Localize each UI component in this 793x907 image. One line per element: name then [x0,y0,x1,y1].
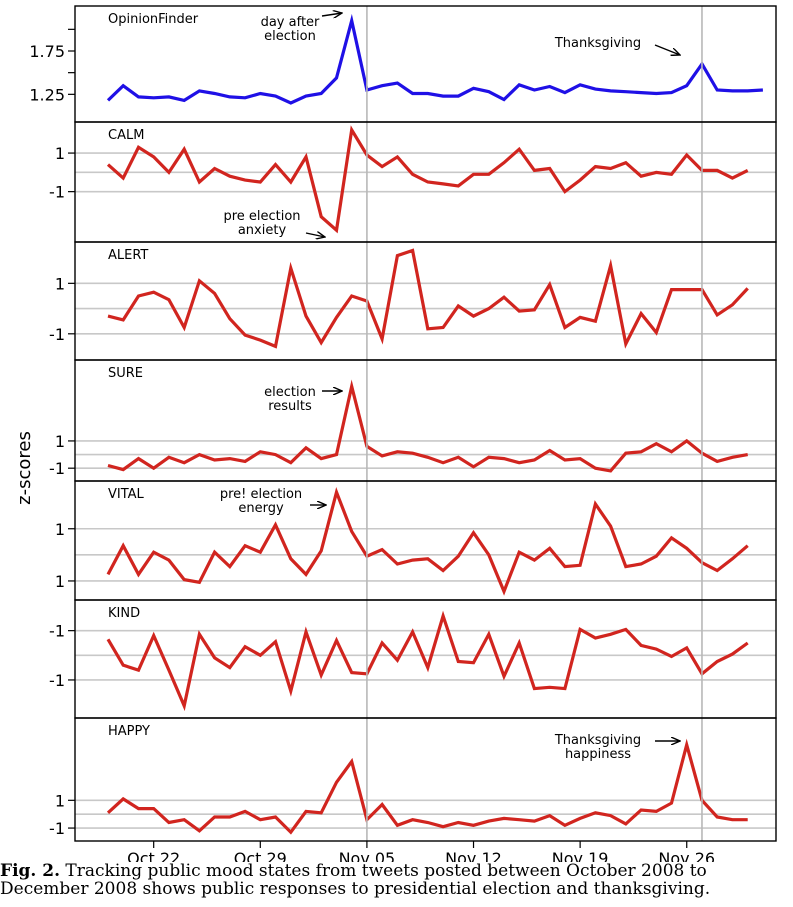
y-tick-label: -1 [49,671,65,690]
y-tick-label: -1 [49,325,65,344]
y-tick-label: 1 [55,520,65,539]
panel-alert: 1 -1 ALERT [49,248,776,349]
x-tick-label: Nov 19 [552,849,609,862]
panel-title-calm: CALM [108,128,144,143]
panel-title-sure: SURE [108,366,143,381]
annotation-text: anxiety [238,223,287,238]
panel-title-happy: HAPPY [108,724,150,739]
annotation-text: election [264,29,316,44]
caption-line-1: Tracking public mood states from tweets … [65,862,707,881]
annotation-text: Thanksgiving [554,733,641,748]
x-tick-label: Oct 29 [234,849,287,862]
annotation-text: energy [238,501,284,516]
y-tick-label: 1 [55,144,65,163]
series-line-sure [107,379,748,473]
figure-label: Fig. 2. [0,862,60,881]
x-tick-label: Nov 26 [658,849,715,862]
annotation-arrow [321,13,342,16]
annotation-text: Thanksgiving [554,36,641,51]
annotation-text: pre! election [220,487,302,502]
panel-frame [74,241,777,361]
annotation-text: happiness [565,747,631,762]
series-line-calm [106,125,749,234]
panel-happy: 1 -1 HAPPY [49,724,776,838]
y-tick-label: -1 [49,622,65,641]
panel-calm: 1 -1 CALM [49,125,776,234]
annotation-text: pre election [223,209,300,224]
figure-caption: Fig. 2. Tracking public mood states from… [0,862,793,898]
annotation-arrow [305,233,325,237]
panel-title-vital: VITAL [108,487,145,502]
x-tick-label: Nov 12 [445,849,502,862]
series-line-alert [107,248,749,349]
annotation-text: results [268,399,312,414]
y-tick-label: -1 [49,819,65,838]
mood-chart: 1.25 1.75 OpinionFinder 1 -1 CALM 1 -1 ALERT 1 -1 S… [14,5,777,862]
y-tick-label: 1.25 [29,85,65,104]
annotation-text: election [264,385,316,400]
panel-frame [74,717,777,842]
series-line-happy [106,738,748,835]
annotation-thanksgiving: Thanksgiving [554,36,680,55]
series-line-kind [106,610,749,712]
y-tick-label: 1 [55,432,65,451]
y-tick-label: 1.75 [29,42,65,61]
panel-sure: 1 -1 SURE [49,366,776,478]
x-tick-label: Oct 22 [127,849,180,862]
panel-title-alert: ALERT [108,248,148,263]
series-line-opinionfinder [106,13,763,105]
panel-opinionfinder: 1.25 1.75 OpinionFinder [29,12,763,105]
y-axis-label: z-scores [14,431,35,505]
y-tick-label: -1 [49,459,65,478]
annotation-arrow [654,44,680,55]
y-tick-label: 1 [55,572,65,591]
y-tick-label: 1 [55,791,65,810]
x-tick-label: Nov 05 [339,849,396,862]
panel-vital: 1 1 VITAL [55,487,776,596]
panel-kind: -1 -1 KIND [49,606,776,712]
y-tick-label: -1 [49,183,65,202]
annotation-text: day after [261,15,320,30]
caption-line-2: December 2008 shows public responses to … [0,879,711,898]
panel-title-kind: KIND [108,606,140,621]
panel-title-opinionfinder: OpinionFinder [108,12,199,27]
series-line-vital [106,487,749,596]
y-tick-label: 1 [55,274,65,293]
